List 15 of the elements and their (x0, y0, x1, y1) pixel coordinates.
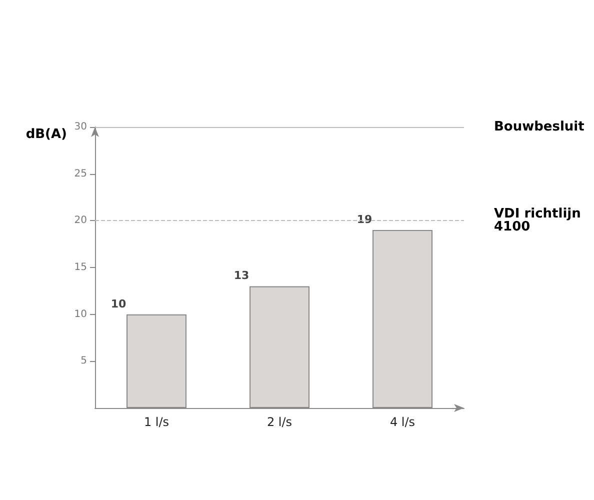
y-tick-label: 15 (74, 262, 87, 273)
data-label: 19 (356, 213, 372, 226)
x-tick-label: 2 l/s (266, 415, 292, 429)
ref-line-label: Bouwbesluit (494, 120, 584, 134)
ref-line-label: VDI richtlijn 4100 (494, 206, 586, 235)
y-tick-label: 5 (80, 356, 87, 367)
data-label: 13 (234, 269, 250, 282)
x-tick-label: 4 l/s (390, 415, 416, 429)
data-label: 10 (110, 297, 126, 310)
y-tick-label: 25 (74, 168, 87, 180)
y-tick-label: 30 (74, 122, 87, 132)
y-tick-label: 20 (74, 215, 87, 226)
x-tick-label: 1 l/s (144, 415, 170, 429)
y-tick-label: 10 (74, 308, 87, 320)
y-axis-title: dB(A) (26, 127, 67, 142)
